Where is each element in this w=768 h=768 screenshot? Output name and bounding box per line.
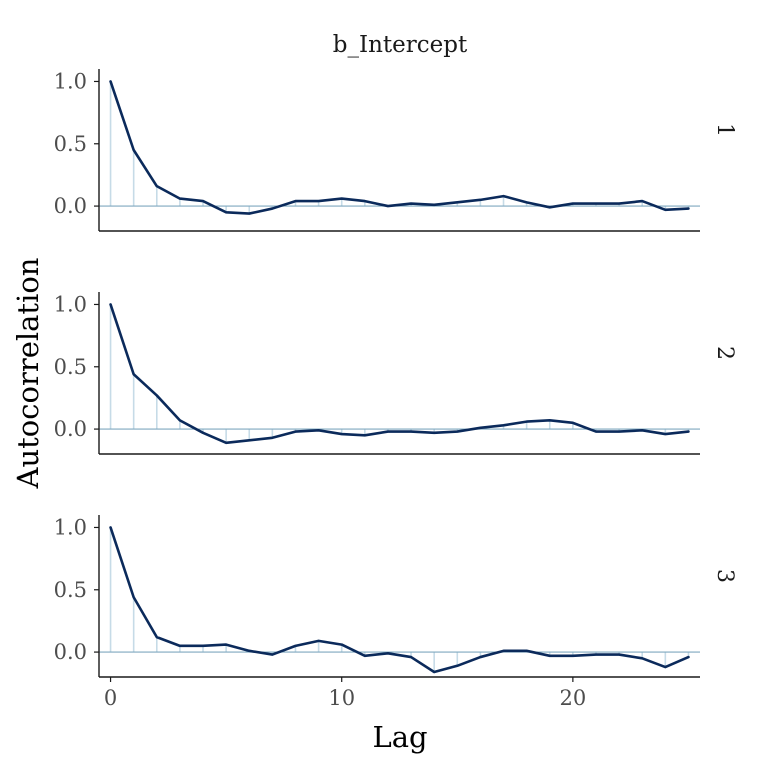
panel-2: 1.0 0.5 0.0 2 [54, 292, 737, 455]
chart-title: b_Intercept [333, 32, 468, 58]
y-tick-label: 0.0 [54, 640, 87, 664]
strip-label: 1 [712, 123, 737, 137]
y-axis-title: Autocorrelation [11, 258, 45, 490]
y-tick-label: 1.0 [54, 515, 87, 539]
panels: 1.0 0.5 0.0 1 1.0 0.5 0.0 2 1.0 0.5 0.0 3 0 10 20 [54, 69, 737, 710]
strip-label: 2 [712, 346, 737, 360]
x-axis-title: Lag [372, 720, 427, 754]
y-tick-label: 1.0 [54, 69, 87, 93]
y-tick-label: 0.0 [54, 194, 87, 218]
x-tick-label: 0 [104, 686, 117, 710]
y-tick-label: 0.0 [54, 417, 87, 441]
acf-series-line [109, 80, 690, 215]
y-tick-label: 0.5 [54, 578, 87, 602]
panel-1: 1.0 0.5 0.0 1 [54, 69, 737, 232]
acf-series-line [109, 303, 690, 445]
strip-label: 3 [712, 569, 737, 583]
acf-series-line [109, 526, 690, 674]
panel-3: 1.0 0.5 0.0 3 0 10 20 [54, 515, 737, 710]
y-tick-label: 1.0 [54, 292, 87, 316]
y-tick-label: 0.5 [54, 355, 87, 379]
x-tick-label: 10 [328, 686, 355, 710]
y-tick-label: 0.5 [54, 132, 87, 156]
x-tick-label: 20 [559, 686, 586, 710]
